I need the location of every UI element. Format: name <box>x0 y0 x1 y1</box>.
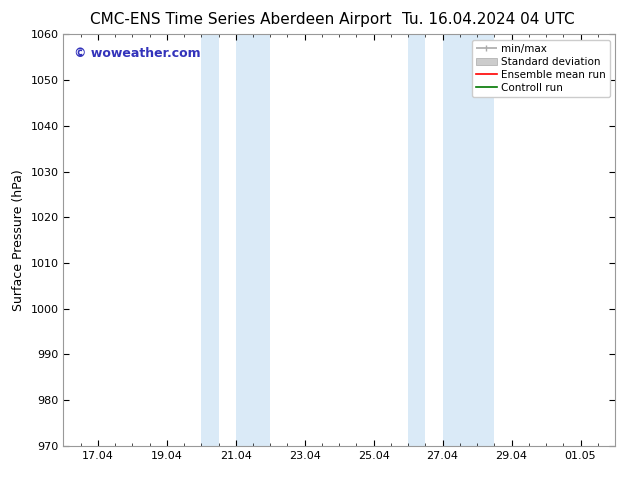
Text: © woweather.com: © woweather.com <box>74 47 201 60</box>
Bar <box>408 34 425 446</box>
Bar <box>443 34 495 446</box>
Text: CMC-ENS Time Series Aberdeen Airport: CMC-ENS Time Series Aberdeen Airport <box>90 12 392 27</box>
Bar <box>202 34 219 446</box>
Bar <box>236 34 270 446</box>
Legend: min/max, Standard deviation, Ensemble mean run, Controll run: min/max, Standard deviation, Ensemble me… <box>472 40 610 97</box>
Y-axis label: Surface Pressure (hPa): Surface Pressure (hPa) <box>12 169 25 311</box>
Text: Tu. 16.04.2024 04 UTC: Tu. 16.04.2024 04 UTC <box>402 12 574 27</box>
